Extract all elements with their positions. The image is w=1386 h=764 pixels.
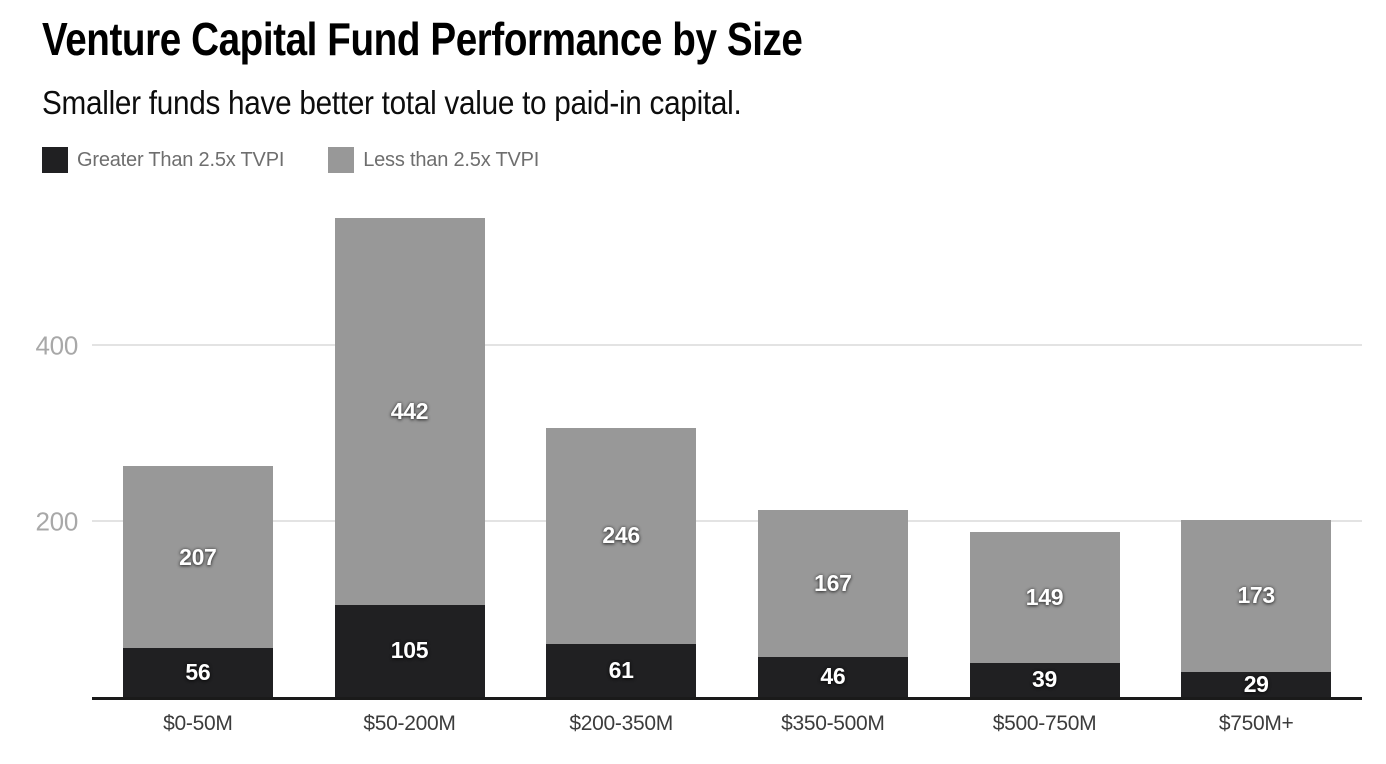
bar-segment-less: 442 [334, 217, 485, 605]
x-axis-label: $50-200M [363, 712, 456, 735]
x-axis-label: $0-50M [163, 712, 233, 735]
gridline-200 [92, 519, 1362, 522]
stacked-bar: 173 29 [1181, 519, 1332, 697]
stacked-bar: 149 39 [969, 532, 1120, 697]
value-label: 207 [179, 543, 217, 570]
page-title: Venture Capital Fund Performance by Size [42, 13, 803, 65]
value-label: 46 [820, 663, 846, 690]
legend-item-greater: Greater Than 2.5x TVPI [42, 147, 284, 173]
value-label: 442 [390, 397, 429, 424]
bar-segment-greater: 46 [757, 656, 908, 697]
legend-swatch-greater [42, 147, 68, 173]
legend-label-greater: Greater Than 2.5x TVPI [77, 148, 285, 171]
value-label: 167 [814, 570, 852, 596]
x-axis-label: $750M+ [1218, 712, 1294, 735]
plot-area: 207 56 442 105 246 61 167 46 149 39 173 29 200 400 [36, 193, 1362, 700]
bar-segment-less: 207 [122, 466, 273, 648]
bar-group: 173 29 [1150, 193, 1362, 697]
value-label: 149 [1025, 584, 1064, 611]
bar-group: 167 46 [727, 193, 939, 697]
bar-segment-greater: 56 [122, 647, 273, 697]
x-axis-label: $500-750M [992, 712, 1097, 735]
stacked-bar: 246 61 [546, 427, 697, 697]
legend-label-less: Less than 2.5x TVPI [363, 148, 540, 171]
legend-item-less: Less than 2.5x TVPI [328, 147, 539, 173]
y-axis-tick-label: 200 [35, 506, 79, 537]
bar-segment-less: 173 [1181, 519, 1332, 672]
value-label: 246 [602, 522, 640, 549]
bar-segment-less: 149 [969, 532, 1120, 663]
bar-group: 207 56 [92, 193, 304, 697]
bar-segment-less: 246 [546, 427, 697, 644]
bar-segment-greater: 39 [969, 662, 1120, 697]
x-axis-label: $200-350M [569, 712, 673, 735]
bar-group: 246 61 [515, 193, 727, 697]
chart-area: 207 56 442 105 246 61 167 46 149 39 173 29 200 400 $… [36, 193, 1362, 736]
x-axis-label: $350-500M [781, 712, 885, 735]
value-label: 105 [390, 637, 429, 664]
x-axis-labels: $0-50M $50-200M $200-350M $350-500M $500-750… [92, 712, 1362, 736]
gridline-400 [92, 344, 1362, 347]
bar-group: 149 39 [939, 193, 1151, 697]
value-label: 39 [1032, 666, 1057, 693]
legend-swatch-less [328, 147, 355, 173]
bar-segment-greater: 61 [546, 643, 697, 697]
chart-subtitle: Smaller funds have better total value to… [42, 84, 742, 121]
value-label: 173 [1237, 582, 1275, 609]
bar-segment-greater: 105 [334, 604, 485, 697]
bar-segment-less: 167 [757, 510, 908, 657]
stacked-bar: 167 46 [757, 510, 908, 697]
y-axis-tick-label: 400 [35, 330, 79, 361]
bar-group: 442 105 [304, 193, 516, 697]
stacked-bar: 207 56 [122, 466, 273, 697]
bars-container: 207 56 442 105 246 61 167 46 149 39 173 29 [92, 193, 1362, 697]
value-label: 56 [185, 658, 211, 685]
bar-segment-greater: 29 [1181, 670, 1332, 697]
value-label: 29 [1243, 670, 1269, 697]
chart-legend: Greater Than 2.5x TVPI Less than 2.5x TV… [42, 147, 539, 173]
stacked-bar: 442 105 [334, 217, 485, 697]
value-label: 61 [608, 656, 634, 683]
